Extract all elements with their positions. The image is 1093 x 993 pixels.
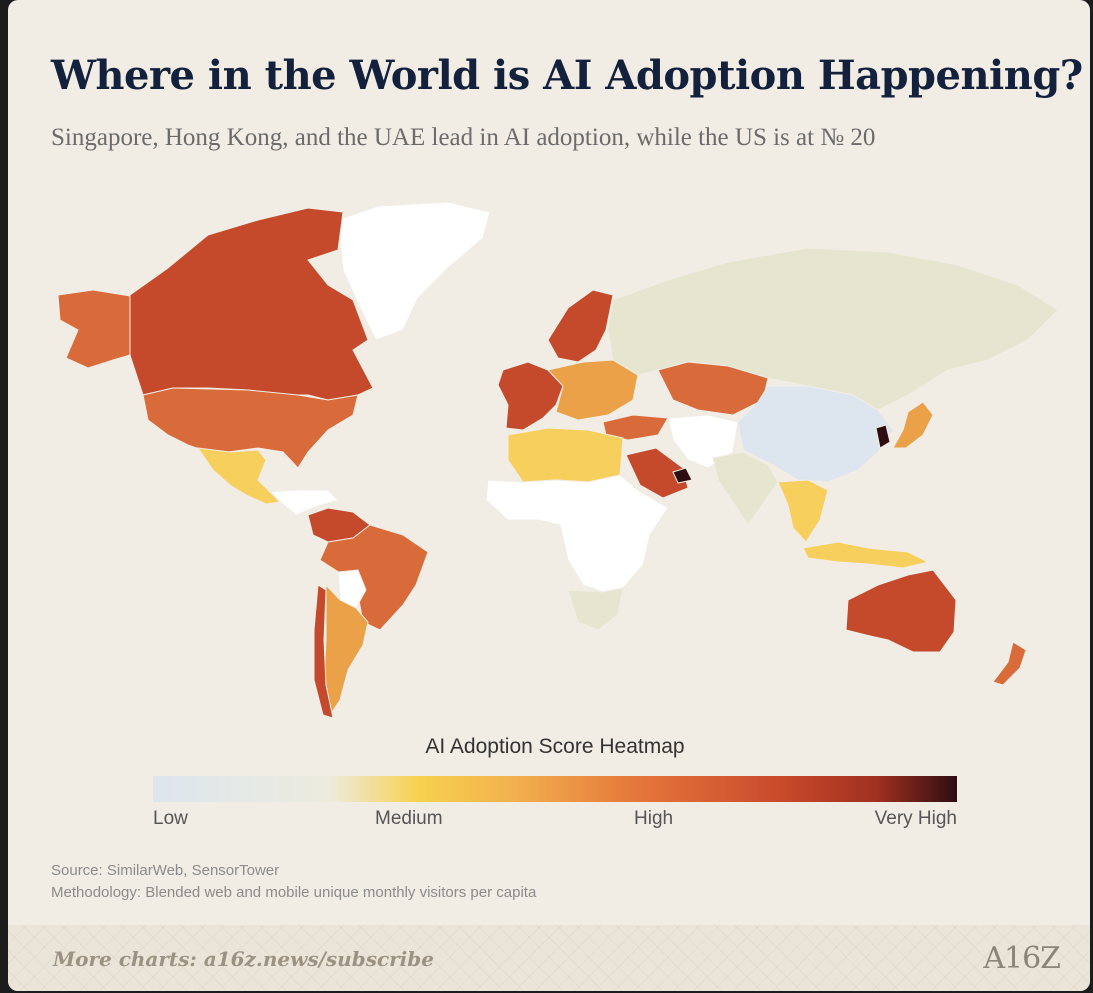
map-region-scandinavia <box>547 289 614 363</box>
map-region-australia <box>845 569 957 653</box>
map-region-north-africa <box>507 427 624 483</box>
map-region-china <box>737 385 894 483</box>
page-title: Where in the World is AI Adoption Happen… <box>51 52 1083 99</box>
map-region-canada <box>129 207 374 401</box>
legend-label-medium: Medium <box>375 808 443 829</box>
map-region-alaska <box>57 289 131 369</box>
world-map <box>57 201 1059 719</box>
map-region-russia <box>607 247 1059 411</box>
map-region-western-europe <box>497 361 564 431</box>
map-region-bolivia <box>337 569 367 609</box>
map-region-mexico <box>196 447 282 505</box>
map-region-southern-africa <box>567 587 624 631</box>
map-region-central-europe <box>547 359 639 421</box>
chart-card: Where in the World is AI Adoption Happen… <box>8 0 1090 991</box>
legend-label-very-high: Very High <box>874 808 957 829</box>
source-notes: Source: SimilarWeb, SensorTower Methodol… <box>51 860 536 904</box>
map-region-japan <box>892 401 934 449</box>
map-region-indonesia <box>802 541 930 569</box>
map-region-uae <box>672 467 693 484</box>
map-region-saudi-arabia <box>625 447 689 499</box>
map-region-usa <box>142 387 359 469</box>
legend-labels: Low Medium High Very High <box>153 808 957 836</box>
legend-color-scale <box>153 776 957 802</box>
map-region-india <box>712 451 779 526</box>
map-region-new-zealand <box>992 641 1027 686</box>
legend-label-low: Low <box>153 808 188 829</box>
map-region-chile <box>313 584 334 719</box>
footer: More charts: a16z.news/subscribe A16Z <box>8 925 1090 991</box>
methodology-line: Methodology: Blended web and mobile uniq… <box>51 884 537 901</box>
map-region-southeast-asia <box>777 479 829 543</box>
subscribe-link[interactable]: More charts: a16z.news/subscribe <box>53 947 434 971</box>
legend-title: AI Adoption Score Heatmap <box>425 735 685 758</box>
map-region-africa <box>485 474 669 593</box>
page-subtitle: Singapore, Hong Kong, and the UAE lead i… <box>51 124 876 151</box>
map-region-korea <box>875 424 891 449</box>
legend-label-high: High <box>634 808 674 829</box>
a16z-logo: A16Z <box>983 941 1061 976</box>
map-region-central-america <box>268 489 339 516</box>
map-region-greenland <box>337 201 491 341</box>
source-line: Source: SimilarWeb, SensorTower <box>51 862 280 879</box>
